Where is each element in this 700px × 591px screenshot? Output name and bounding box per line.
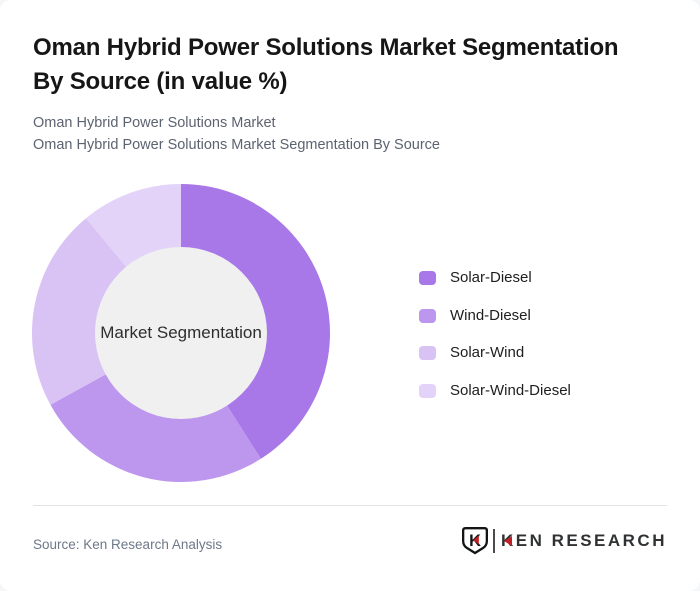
subtitle: Oman Hybrid Power Solutions Market Oman … [33,113,673,156]
legend-item-solar-wind-diesel[interactable]: Solar-Wind-Diesel [419,381,571,399]
ken-research-shield-icon: K [461,527,488,555]
subtitle-line-2: Oman Hybrid Power Solutions Market Segme… [33,136,440,153]
logo-wordmark-rest: EN RESEARCH [515,531,667,550]
legend-swatch-wind-diesel [419,308,436,323]
logo-wordmark: K EN RESEARCH [501,531,667,551]
legend-label-solar-diesel: Solar-Diesel [450,269,532,286]
source-text: Source: Ken Research Analysis [33,537,223,552]
legend-item-solar-diesel[interactable]: Solar-Diesel [419,269,571,286]
footer-divider [33,505,667,506]
title-line-1: Oman Hybrid Power Solutions Market Segme… [33,34,619,61]
donut-chart-area: Market Segmentation [31,183,331,483]
page-title: Oman Hybrid Power Solutions Market Segme… [33,31,673,99]
legend-label-wind-diesel: Wind-Diesel [450,306,531,324]
donut-chart[interactable] [31,183,331,483]
legend-item-solar-wind[interactable]: Solar-Wind [419,344,571,361]
logo-red-triangle-icon [503,536,512,546]
legend: Solar-Diesel Wind-Diesel Solar-Wind Sola… [419,269,571,421]
logo-divider-bar [492,529,495,553]
legend-label-solar-wind-diesel: Solar-Wind-Diesel [450,381,571,399]
legend-swatch-solar-wind-diesel [419,383,436,398]
legend-item-wind-diesel[interactable]: Wind-Diesel [419,306,571,324]
ken-research-logo: K K EN RESEARCH [461,527,667,555]
title-line-2: By Source (in value %) [33,68,288,95]
legend-label-solar-wind: Solar-Wind [450,344,525,361]
donut-center-circle [95,247,267,419]
legend-swatch-solar-wind [419,346,436,360]
subtitle-line-1: Oman Hybrid Power Solutions Market [33,115,276,131]
legend-swatch-solar-diesel [419,271,436,285]
